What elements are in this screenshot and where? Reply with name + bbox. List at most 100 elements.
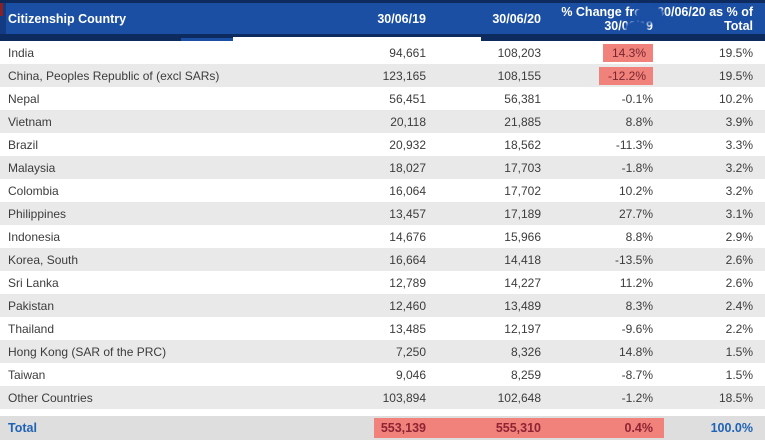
pct-of-total-cell: 3.2%: [725, 183, 753, 198]
pct-change-cell: -8.7%: [621, 367, 653, 382]
value-2019-cell: 13,485: [389, 321, 426, 336]
pct-change-cell: -11.3%: [615, 137, 653, 152]
pct-of-total-cell: 2.9%: [725, 229, 753, 244]
value-2019-cell: 20,932: [389, 137, 426, 152]
pct-change-cell: 10.2%: [618, 183, 653, 198]
pct-change-cell: -0.1%: [621, 91, 653, 106]
value-2020-cell: 56,381: [504, 91, 541, 106]
pct-of-total-cell: 3.9%: [725, 114, 753, 129]
value-2020-cell: 18,562: [504, 137, 541, 152]
column-header-citizenship-country: Citizenship Country: [8, 11, 127, 26]
country-cell: Nepal: [8, 91, 40, 106]
country-cell: Hong Kong (SAR of the PRC): [8, 344, 167, 359]
value-2019-cell: 16,664: [389, 252, 426, 267]
value-2019-cell: 14,676: [389, 229, 426, 244]
red-edge-artifact: [0, 3, 3, 16]
country-cell: Philippines: [8, 206, 67, 221]
table-row: Nepal 56,451 56,381 -0.1% 10.2%: [0, 87, 765, 110]
pct-of-total-cell: 2.2%: [725, 321, 753, 336]
pct-of-total-cell: 1.5%: [725, 344, 753, 359]
total-label: Total: [8, 421, 37, 435]
table-row: Thailand 13,485 12,197 -9.6% 2.2%: [0, 317, 765, 340]
pct-change-cell: -1.2%: [621, 390, 653, 405]
table-row: Other Countries 103,894 102,648 -1.2% 18.5%: [0, 386, 765, 409]
country-cell: Brazil: [8, 137, 39, 152]
pct-of-total-cell: 3.3%: [725, 137, 753, 152]
value-2020-cell: 108,203: [497, 45, 541, 60]
pct-of-total-cell: 19.5%: [718, 68, 753, 83]
value-2020-cell: 102,648: [497, 390, 541, 405]
pre-total-gap: [0, 409, 765, 416]
country-cell: Sri Lanka: [8, 275, 59, 290]
country-cell: Other Countries: [8, 390, 93, 405]
total-value-2019: 553,139: [380, 421, 426, 435]
value-2019-cell: 12,460: [389, 298, 426, 313]
value-2020-cell: 21,885: [504, 114, 541, 129]
table-row: Colombia 16,064 17,702 10.2% 3.2%: [0, 179, 765, 202]
value-2020-cell: 8,259: [510, 367, 541, 382]
value-2020-cell: 12,197: [504, 321, 541, 336]
table-header: Citizenship Country 30/06/19 30/06/20 % …: [0, 0, 765, 34]
header-left-edge-shade: [0, 3, 6, 34]
value-2020-cell: 15,966: [504, 229, 541, 244]
value-2020-cell: 17,189: [504, 206, 541, 221]
column-header-30-06-19: 30/06/19: [377, 11, 426, 26]
value-2020-cell: 13,489: [504, 298, 541, 313]
country-cell: Thailand: [8, 321, 55, 336]
pct-of-total-cell: 3.1%: [725, 206, 753, 221]
value-2019-cell: 16,064: [389, 183, 426, 198]
total-value-2020: 555,310: [495, 421, 541, 435]
pct-change-cell: 14.3%: [541, 43, 653, 62]
table-row: China, Peoples Republic of (excl SARs) 12…: [0, 64, 765, 87]
table-row: Korea, South 16,664 14,418 -13.5% 2.6%: [0, 248, 765, 271]
value-2019-cell: 20,118: [390, 114, 426, 129]
country-cell: Colombia: [8, 183, 59, 198]
value-2019-cell: 56,451: [389, 91, 426, 106]
value-2020-cell: 8,326: [510, 344, 541, 359]
table-row: Malaysia 18,027 17,703 -1.8% 3.2%: [0, 156, 765, 179]
value-2020-cell: 17,702: [504, 183, 541, 198]
value-2020-cell: 14,227: [504, 275, 541, 290]
pct-change-cell: -9.6%: [621, 321, 653, 336]
value-2019-cell: 103,894: [382, 390, 426, 405]
pct-change-cell: -1.8%: [621, 160, 653, 175]
table-row: Taiwan 9,046 8,259 -8.7% 1.5%: [0, 363, 765, 386]
pct-of-total-cell: 1.5%: [725, 367, 753, 382]
table-row: Hong Kong (SAR of the PRC) 7,250 8,326 14.8…: [0, 340, 765, 363]
watermark-smudge: [637, 7, 662, 21]
country-cell: Pakistan: [8, 298, 55, 313]
value-2019-cell: 9,046: [395, 367, 426, 382]
pct-of-total-cell: 10.2%: [718, 91, 753, 106]
country-cell: Korea, South: [8, 252, 79, 267]
pct-of-total-cell: 2.6%: [725, 252, 753, 267]
table-body: India 94,661 108,203 14.3% 19.5% China, Peopl…: [0, 41, 765, 409]
table-row: Sri Lanka 12,789 14,227 11.2% 2.6%: [0, 271, 765, 294]
total-highlight-band: [374, 418, 664, 438]
total-row: Total 553,139 555,310 0.4% 100.0%: [0, 416, 765, 440]
table-row: Philippines 13,457 17,189 27.7% 3.1%: [0, 202, 765, 225]
total-pct-of-total: 100.0%: [710, 421, 753, 435]
value-2019-cell: 123,165: [382, 68, 426, 83]
header-bottom-border: [0, 34, 765, 49]
country-cell: China, Peoples Republic of (excl SARs): [8, 68, 220, 83]
value-2019-cell: 7,250: [395, 344, 426, 359]
watermark-smudge: [627, 22, 646, 34]
change-highlight: -12.2%: [598, 66, 653, 85]
pct-change-cell: -12.2%: [541, 66, 653, 85]
pct-of-total-cell: 2.4%: [725, 298, 753, 313]
country-cell: Indonesia: [8, 229, 61, 244]
value-2019-cell: 12,789: [389, 275, 426, 290]
value-2020-cell: 17,703: [504, 160, 541, 175]
table-row: Indonesia 14,676 15,966 8.8% 2.9%: [0, 225, 765, 248]
table-row: Vietnam 20,118 21,885 8.8% 3.9%: [0, 110, 765, 133]
pct-of-total-cell: 19.5%: [718, 45, 753, 60]
country-cell: Taiwan: [8, 367, 46, 382]
table-row: Pakistan 12,460 13,489 8.3% 2.4%: [0, 294, 765, 317]
value-2019-cell: 94,661: [389, 45, 426, 60]
table-row: Brazil 20,932 18,562 -11.3% 3.3%: [0, 133, 765, 156]
pct-change-cell: 8.3%: [625, 298, 653, 313]
country-cell: India: [8, 45, 35, 60]
value-2019-cell: 13,457: [389, 206, 426, 221]
pct-change-cell: -13.5%: [614, 252, 653, 267]
